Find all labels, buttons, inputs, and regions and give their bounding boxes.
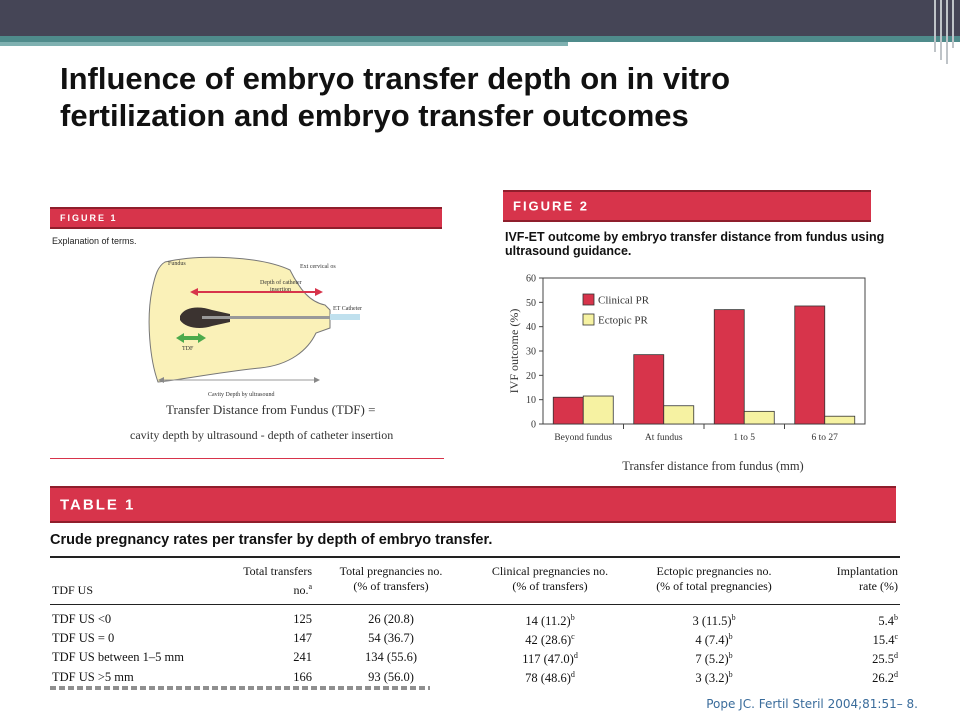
header-ectopic-pregnancies: Ectopic pregnancies no. (% of total pregn… — [656, 564, 772, 593]
figure1-label: FIGURE 1 — [60, 213, 118, 223]
x-axis-label: Transfer distance from fundus (mm) — [622, 459, 803, 473]
accent-stripe — [0, 36, 960, 42]
figure2-caption: IVF-ET outcome by embryo transfer distan… — [505, 230, 885, 258]
y-tick-label: 30 — [526, 347, 536, 358]
label-catheter: ET Catheter — [333, 306, 362, 312]
cell-clinical-pregnancies: 14 (11.2)b — [525, 613, 575, 629]
cell-clinical-pregnancies: 117 (47.0)d — [522, 651, 578, 667]
tdf-formula-line2: cavity depth by ultrasound - depth of ca… — [130, 428, 394, 442]
bar-ectopic-pr — [743, 410, 775, 425]
figure1-banner: FIGURE 1 — [50, 207, 442, 229]
label-insertion: insertion — [270, 287, 291, 293]
cell-tdf: TDF US <0 — [52, 612, 112, 627]
ivf-outcome-chart: 0 10 20 30 40 50 60 Beyond fundus At fundus 1 to … — [507, 274, 866, 473]
citation: Pope JC. Fertil Steril 2004;81:51– 8. — [706, 697, 918, 711]
table-row: TDF US = 0 147 54 (36.7) 42 (28.6)c 4 (7.4)b… — [50, 629, 900, 648]
bar-clinical-pr — [552, 396, 584, 425]
label-ext-os: Ext cervical os — [300, 264, 336, 270]
table1-banner: TABLE 1 — [50, 486, 896, 523]
corner-decoration — [930, 0, 960, 64]
legend-label: Ectopic PR — [598, 315, 648, 327]
table-header-rule — [50, 604, 900, 605]
table-header-row: TDF US Total transfers no.a Total pregnan… — [50, 560, 900, 602]
top-bar — [0, 0, 960, 36]
cell-ectopic-pregnancies: 7 (5.2)b — [695, 651, 733, 667]
uterus-shape — [148, 256, 331, 383]
cell-tdf: TDF US >5 mm — [52, 669, 134, 684]
figure1-subtitle: Explanation of terms. — [52, 236, 137, 246]
x-tick-label: At fundus — [645, 432, 683, 443]
table1-caption: Crude pregnancy rates per transfer by de… — [50, 532, 493, 548]
table-row: TDF US >5 mm 166 93 (56.0) 78 (48.6)d 3 (3.2… — [50, 667, 900, 686]
y-tick-label: 0 — [531, 420, 536, 431]
cell-clinical-pregnancies: 78 (48.6)d — [525, 670, 575, 686]
figure2-label: FIGURE 2 — [513, 198, 589, 214]
cell-implantation-rate: 26.2d — [872, 670, 898, 686]
cell-ectopic-pregnancies: 3 (3.2)b — [695, 670, 733, 686]
table-top-rule — [50, 556, 900, 558]
cut-off-text-remnant — [50, 686, 430, 690]
tdf-formula-line1: Transfer Distance from Fundus (TDF) = — [166, 402, 376, 417]
cell-ectopic-pregnancies: 3 (11.5)b — [692, 613, 736, 629]
cell-implantation-rate: 5.4b — [878, 613, 898, 629]
header-tdf: TDF US — [52, 583, 94, 597]
legend-label: Clinical PR — [598, 295, 650, 307]
slide-title: Influence of embryo transfer depth on in… — [60, 61, 731, 133]
cell-total-transfers: 166 — [293, 669, 312, 684]
bar-ectopic-pr — [663, 405, 695, 425]
pregnancy-rates-table: TDF US Total transfers no.a Total pregnan… — [50, 560, 900, 687]
cell-ectopic-pregnancies: 4 (7.4)b — [695, 632, 733, 648]
bar-clinical-pr — [713, 309, 745, 425]
cell-total-pregnancies: 54 (36.7) — [368, 631, 414, 646]
cell-total-transfers: 147 — [293, 631, 312, 646]
cell-tdf: TDF US between 1–5 mm — [52, 650, 184, 665]
table-row: TDF US <0 125 26 (20.8) 14 (11.2)b 3 (11.5)b… — [50, 602, 900, 629]
cell-tdf: TDF US = 0 — [52, 631, 115, 646]
cell-total-pregnancies: 134 (55.6) — [364, 650, 418, 665]
header-total-transfers: Total transfers no.a — [243, 564, 312, 597]
bar-ectopic-pr — [582, 395, 614, 425]
cell-implantation-rate: 25.5d — [872, 651, 898, 667]
bar-ectopic-pr — [824, 415, 856, 425]
bar-clinical-pr — [633, 354, 665, 425]
figure1-bottom-rule — [50, 458, 444, 459]
figure2-banner: FIGURE 2 — [503, 190, 871, 222]
y-tick-label: 60 — [526, 274, 536, 285]
y-tick-label: 10 — [526, 395, 536, 406]
uterus-diagram: Fundus Ext cervical os Depth of catheter… — [148, 256, 362, 398]
legend-swatch — [582, 293, 595, 306]
y-axis-label: IVF outcome (%) — [507, 309, 521, 394]
cell-total-pregnancies: 26 (20.8) — [368, 612, 414, 627]
y-tick-label: 40 — [526, 322, 536, 333]
table1-label: TABLE 1 — [60, 496, 136, 513]
cell-total-pregnancies: 93 (56.0) — [368, 669, 414, 684]
header-clinical-pregnancies: Clinical pregnancies no. (% of transfers) — [491, 564, 609, 593]
x-tick-label: Beyond fundus — [554, 432, 612, 443]
x-tick-label: 1 to 5 — [733, 433, 755, 443]
catheter-tip — [330, 314, 360, 320]
cell-implantation-rate: 15.4c — [872, 632, 898, 648]
bar-clinical-pr — [794, 305, 826, 425]
x-tick-label: 6 to 27 — [812, 433, 839, 443]
legend-swatch — [582, 313, 595, 326]
label-tdf: TDF — [182, 346, 194, 352]
y-tick-label: 50 — [526, 298, 536, 309]
table-row: TDF US between 1–5 mm 241 134 (55.6) 117 (4… — [50, 648, 900, 667]
catheter — [202, 316, 352, 319]
cell-total-transfers: 125 — [293, 612, 312, 627]
label-cavity: Cavity Depth by ultrasound — [208, 392, 275, 398]
label-depth: Depth of catheter — [260, 279, 302, 286]
label-fundus: Fundus — [168, 261, 186, 267]
cell-clinical-pregnancies: 42 (28.6)c — [525, 632, 575, 648]
header-implantation-rate: Implantation rate (%) — [836, 564, 898, 593]
header-total-pregnancies: Total pregnancies no. (% of transfers) — [339, 564, 443, 593]
accent-stripe-light — [0, 42, 568, 46]
cell-total-transfers: 241 — [293, 650, 312, 665]
y-tick-label: 20 — [526, 371, 536, 382]
